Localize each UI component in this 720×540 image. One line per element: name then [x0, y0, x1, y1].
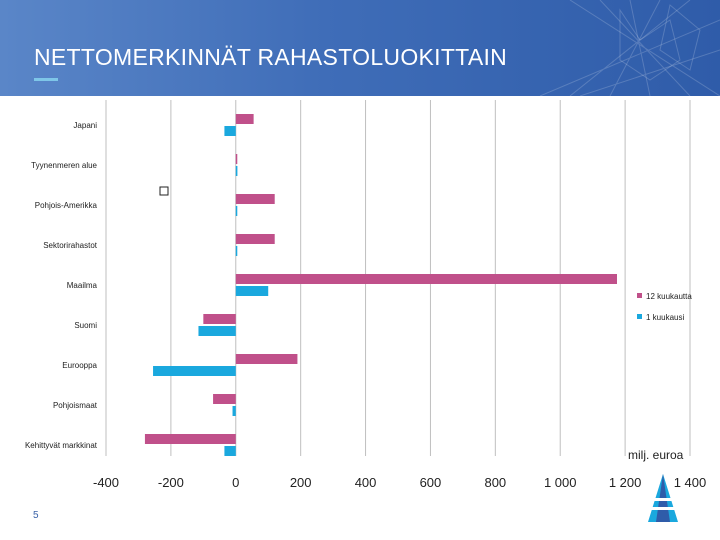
bar-1m	[224, 446, 236, 456]
legend-label: 12 kuukautta	[646, 292, 692, 301]
category-label: Maailma	[67, 281, 98, 290]
bar-chart: Japani Tyynenmeren alue Pohjois-Amerikka Se…	[25, 100, 706, 490]
bar-12m	[203, 314, 236, 324]
bar-1m	[235, 206, 238, 216]
unit-label: milj. euroa	[628, 448, 684, 462]
bars	[144, 114, 617, 456]
grid-lines	[105, 100, 691, 456]
category-label: Suomi	[74, 321, 97, 330]
bar-12m	[235, 354, 298, 364]
page-title: NETTOMERKINNÄT RAHASTOLUOKITTAIN	[34, 44, 508, 70]
x-tick-label: -200	[158, 475, 184, 490]
category-label: Tyynenmeren alue	[31, 161, 97, 170]
bar-1m	[235, 286, 269, 296]
bar-1m	[198, 326, 236, 336]
legend-swatch	[637, 293, 642, 298]
bar-1m	[235, 246, 238, 256]
bar-1m	[153, 366, 236, 376]
x-tick-label: 200	[290, 475, 312, 490]
x-tick-label: 0	[232, 475, 239, 490]
bar-12m	[235, 114, 254, 124]
bar-12m	[213, 394, 236, 404]
bar-12m	[235, 234, 275, 244]
x-tick-label: 400	[355, 475, 377, 490]
bar-12m	[144, 434, 236, 444]
bar-1m	[232, 406, 236, 416]
category-label: Pohjois-Amerikka	[35, 201, 98, 210]
decorative-pattern-icon	[539, 0, 720, 96]
bar-12m	[235, 274, 617, 284]
bar-12m	[235, 154, 238, 164]
title-accent-bar	[34, 78, 58, 81]
category-label: Eurooppa	[62, 361, 97, 370]
x-tick-label: 600	[420, 475, 442, 490]
legend: 12 kuukautta 1 kuukausi	[637, 292, 692, 322]
category-labels: Japani Tyynenmeren alue Pohjois-Amerikka Se…	[25, 121, 98, 450]
logo-icon	[647, 474, 679, 522]
x-tick-label: 800	[484, 475, 506, 490]
marker-square-icon	[159, 186, 169, 196]
bar-1m	[224, 126, 236, 136]
legend-label: 1 kuukausi	[646, 313, 684, 322]
category-label: Kehittyvät markkinat	[25, 441, 98, 450]
header-banner: NETTOMERKINNÄT RAHASTOLUOKITTAIN	[0, 0, 720, 96]
x-tick-labels: -400 -200 0 200 400 600 800 1 000 1 200 1 400	[93, 475, 706, 490]
x-tick-label: -400	[93, 475, 119, 490]
category-label: Japani	[73, 121, 97, 130]
bar-1m	[235, 166, 238, 176]
page-number: 5	[33, 510, 39, 521]
category-label: Pohjoismaat	[53, 401, 98, 410]
x-tick-label: 1 000	[544, 475, 577, 490]
legend-swatch	[637, 314, 642, 319]
category-label: Sektorirahastot	[43, 241, 98, 250]
x-tick-label: 1 200	[609, 475, 642, 490]
x-tick-label: 1 400	[674, 475, 707, 490]
bar-12m	[235, 194, 275, 204]
